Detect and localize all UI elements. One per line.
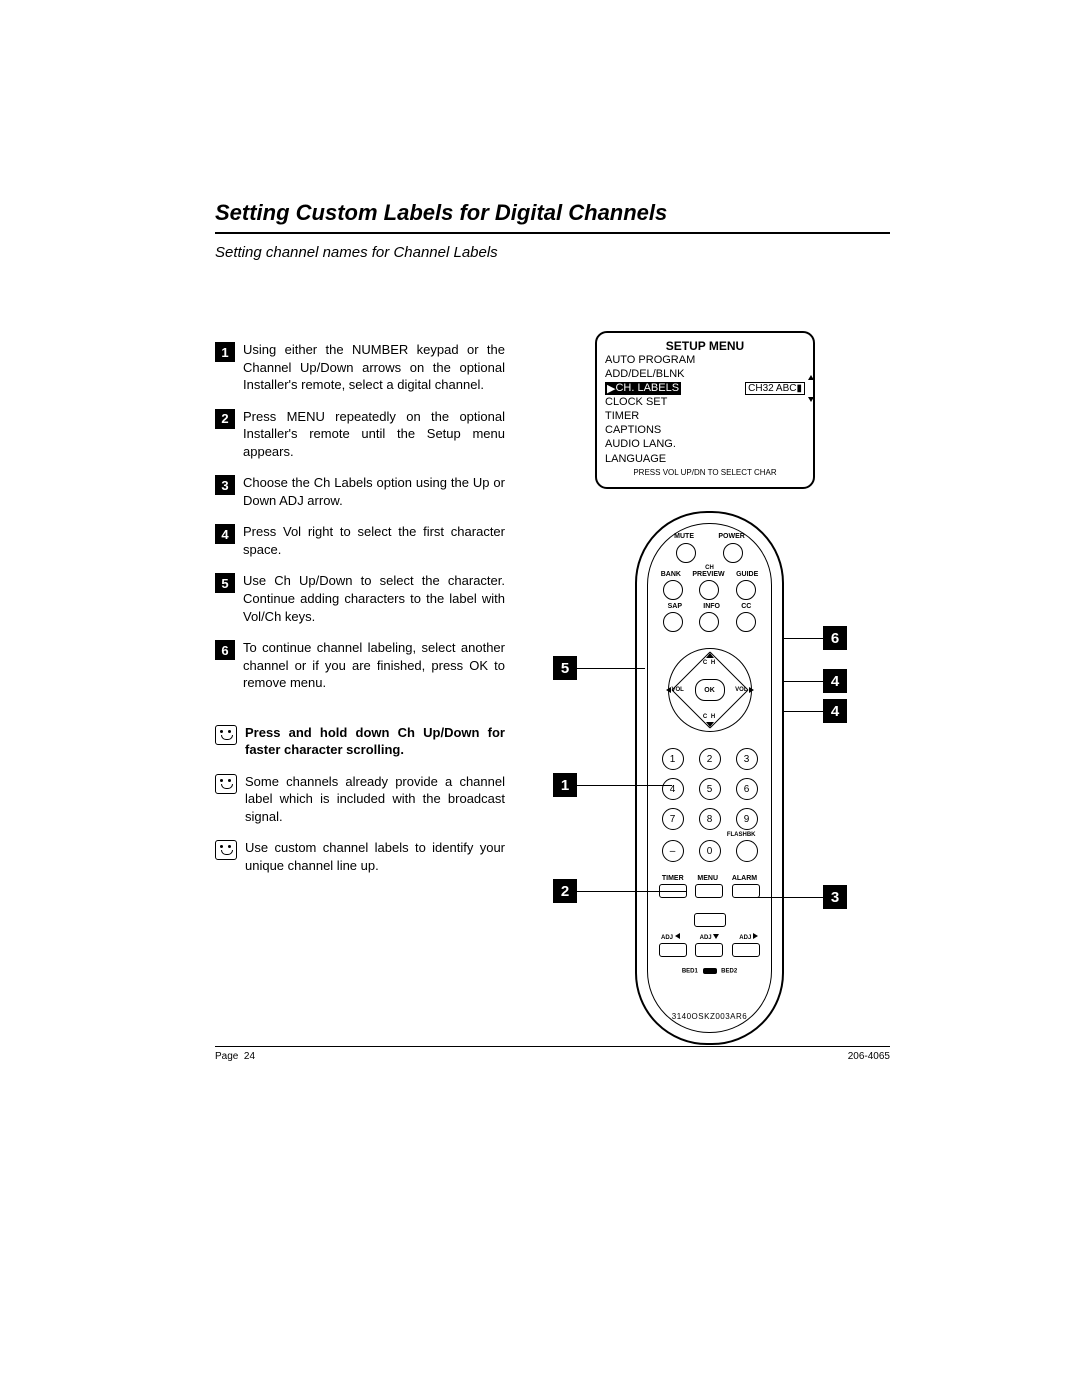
key-9[interactable]: 9 <box>736 808 758 830</box>
tip-text: Press and hold down Ch Up/Down for faste… <box>245 724 505 759</box>
setup-selected-value: CH32 ABC▮ <box>745 382 805 395</box>
key-dash[interactable]: – <box>662 840 684 862</box>
row1-labels: MUTEPOWER <box>662 533 757 540</box>
remote-model-number: 3140OSKZ003AR6 <box>637 1012 782 1021</box>
step-number-badge: 2 <box>215 409 235 429</box>
callout-2: 2 <box>553 879 687 903</box>
step-text: Using either the NUMBER keypad or the Ch… <box>243 341 505 394</box>
tip-item: Use custom channel labels to iden­tify y… <box>215 839 505 874</box>
step-item: 5 Use Ch Up/Down to select the char­acter… <box>215 572 505 625</box>
setup-menu-item: LANGUAGE <box>605 452 805 466</box>
callout-3: 3 <box>757 885 847 909</box>
key-1[interactable]: 1 <box>662 748 684 770</box>
step-text: Use Ch Up/Down to select the char­acter.… <box>243 572 505 625</box>
step-number-badge: 4 <box>215 524 235 544</box>
key-8[interactable]: 8 <box>699 808 721 830</box>
power-button[interactable] <box>723 543 743 563</box>
setup-menu-item: CLOCK SET <box>605 395 805 409</box>
step-text: Press Vol right to select the first char… <box>243 523 505 558</box>
info-button[interactable] <box>699 612 719 632</box>
tip-text: Some channels already provide a channel … <box>245 773 505 826</box>
tip-icon <box>215 840 237 860</box>
setup-menu-item: ADD/DEL/BLNK <box>605 367 805 381</box>
bed-switch[interactable] <box>703 968 717 974</box>
key-2[interactable]: 2 <box>699 748 721 770</box>
flashbk-button[interactable] <box>736 840 758 862</box>
step-number-badge: 1 <box>215 342 235 362</box>
number-keypad: 1 2 3 4 5 6 7 8 9 FLASHBK <box>662 748 758 870</box>
adj-left-button[interactable] <box>659 943 687 957</box>
key-6[interactable]: 6 <box>736 778 758 800</box>
content-columns: 1 Using either the NUMBER keypad or the C… <box>215 341 890 889</box>
setup-selected-label: ▶CH. LABELS <box>605 382 681 395</box>
callout-6: 6 <box>783 626 847 650</box>
ch-down-button[interactable] <box>706 722 714 727</box>
step-text: Press MENU repeatedly on the optional In… <box>243 408 505 461</box>
step-number-badge: 3 <box>215 475 235 495</box>
step-number-badge: 6 <box>215 640 235 660</box>
adj-right-button[interactable] <box>732 943 760 957</box>
manual-page: Setting Custom Labels for Digital Channe… <box>0 0 1080 1397</box>
adj-up-button[interactable] <box>694 913 726 927</box>
step-text: To continue channel labeling, select ano… <box>243 639 505 692</box>
page-title: Setting Custom Labels for Digital Channe… <box>215 200 890 226</box>
step-item: 4 Press Vol right to select the first cha… <box>215 523 505 558</box>
bank-button[interactable] <box>663 580 683 600</box>
guide-button[interactable] <box>736 580 756 600</box>
callout-4b: 4 <box>783 699 847 723</box>
tip-item: Press and hold down Ch Up/Down for faste… <box>215 724 505 759</box>
callout-5: 5 <box>553 656 645 680</box>
dpad: OK C H C H VOL VOL <box>668 648 752 732</box>
vol-right-button[interactable] <box>749 687 754 693</box>
page-footer: Page 24 206-4065 <box>215 1046 890 1062</box>
tip-icon <box>215 774 237 794</box>
callout-4a: 4 <box>783 669 847 693</box>
key-0[interactable]: 0 <box>699 840 721 862</box>
key-5[interactable]: 5 <box>699 778 721 800</box>
numbered-steps: 1 Using either the NUMBER keypad or the C… <box>215 341 505 692</box>
key-7[interactable]: 7 <box>662 808 684 830</box>
preview-button[interactable] <box>699 580 719 600</box>
setup-menu-item: AUTO PROGRAM <box>605 353 805 367</box>
setup-hint: PRESS VOL UP/DN TO SELECT CHAR <box>605 468 805 477</box>
mute-button[interactable] <box>676 543 696 563</box>
page-subtitle: Setting channel names for Channel Labels <box>215 244 890 261</box>
sap-button[interactable] <box>663 612 683 632</box>
tip-list: Press and hold down Ch Up/Down for faste… <box>215 724 505 875</box>
tip-icon <box>215 725 237 745</box>
menu-button[interactable] <box>695 884 723 898</box>
step-number-badge: 5 <box>215 573 235 593</box>
adj-down-button[interactable] <box>695 943 723 957</box>
setup-menu-item: AUDIO LANG. <box>605 437 805 451</box>
setup-menu-box: SETUP MENU AUTO PROGRAMADD/DEL/BLNK ▶CH.… <box>595 331 815 489</box>
step-item: 6 To continue channel labeling, select an… <box>215 639 505 692</box>
step-text: Choose the Ch Labels option using the Up… <box>243 474 505 509</box>
instructions-column: 1 Using either the NUMBER keypad or the C… <box>215 341 505 889</box>
setup-menu-item: CAPTIONS <box>605 423 805 437</box>
alarm-button[interactable] <box>732 884 760 898</box>
ok-button[interactable]: OK <box>695 679 725 701</box>
vol-left-button[interactable] <box>666 687 671 693</box>
step-item: 2 Press MENU repeatedly on the optional I… <box>215 408 505 461</box>
setup-menu-item: TIMER <box>605 409 805 423</box>
tip-text: Use custom channel labels to iden­tify y… <box>245 839 505 874</box>
tip-item: Some channels already provide a channel … <box>215 773 505 826</box>
ch-up-button[interactable] <box>706 653 714 658</box>
step-item: 3 Choose the Ch Labels option using the U… <box>215 474 505 509</box>
cc-button[interactable] <box>736 612 756 632</box>
title-rule <box>215 232 890 234</box>
step-item: 1 Using either the NUMBER keypad or the C… <box>215 341 505 394</box>
key-3[interactable]: 3 <box>736 748 758 770</box>
setup-menu-title: SETUP MENU <box>605 339 805 353</box>
callout-1: 1 <box>553 773 672 797</box>
setup-selected-row: ▶CH. LABELS CH32 ABC▮ <box>605 382 805 395</box>
